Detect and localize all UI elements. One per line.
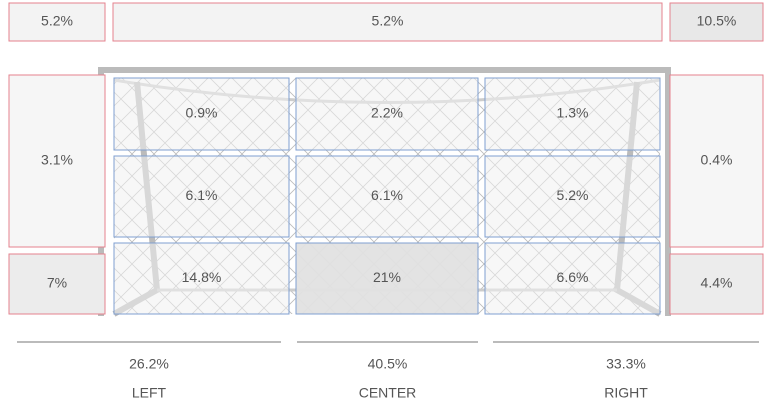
- outside-zone-label: 7%: [47, 275, 67, 291]
- outside-zone-label: 3.1%: [41, 152, 73, 168]
- column-label: CENTER: [359, 385, 417, 401]
- goal-zone-label: 2.2%: [371, 105, 403, 121]
- column-label: RIGHT: [604, 385, 648, 401]
- goal-zone-label: 21%: [373, 269, 401, 285]
- goal-zone-label: 0.9%: [186, 105, 218, 121]
- goal-zone-label: 5.2%: [557, 187, 589, 203]
- goal-zone-label: 1.3%: [557, 105, 589, 121]
- outside-zone-label: 10.5%: [697, 13, 737, 29]
- column-label: LEFT: [132, 385, 167, 401]
- outside-zone-label: 5.2%: [41, 13, 73, 29]
- column-total: 40.5%: [368, 356, 408, 372]
- outside-zone-label: 0.4%: [701, 152, 733, 168]
- goal-zone-label: 14.8%: [182, 269, 222, 285]
- goal-zone-label: 6.6%: [557, 269, 589, 285]
- outside-zone-label: 5.2%: [372, 13, 404, 29]
- outside-zone-label: 4.4%: [701, 275, 733, 291]
- column-total: 26.2%: [129, 356, 169, 372]
- column-total: 33.3%: [606, 356, 646, 372]
- goal-zone-label: 6.1%: [186, 187, 218, 203]
- goal-zone-label: 6.1%: [371, 187, 403, 203]
- goal-zone-chart: 5.2% 5.2% 10.5% 3.1% 7% 0.4% 4.4% 0.9% 2.2% 1.3% 6…: [0, 0, 771, 410]
